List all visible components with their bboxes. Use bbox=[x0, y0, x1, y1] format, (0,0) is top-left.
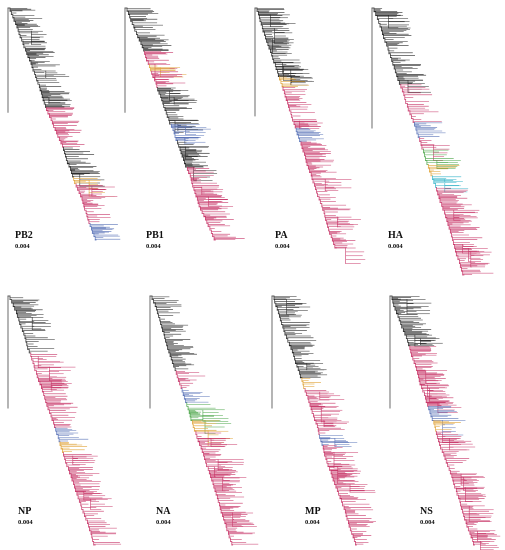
panel-label-ha: HA bbox=[388, 230, 403, 241]
panel-label-np: NP bbox=[18, 506, 32, 517]
scale-label-pb1: 0.004 bbox=[146, 243, 161, 250]
tree-ha bbox=[371, 7, 494, 276]
panel-label-pb2: PB2 bbox=[15, 230, 33, 241]
scale-label-ns: 0.004 bbox=[420, 519, 435, 526]
panel-label-pa: PA bbox=[275, 230, 288, 241]
panel-label-na: NA bbox=[156, 506, 171, 517]
scale-label-pa: 0.004 bbox=[275, 243, 290, 250]
panel-label-pb1: PB1 bbox=[146, 230, 164, 241]
tree-mp bbox=[271, 295, 376, 546]
scale-label-pb2: 0.004 bbox=[15, 243, 30, 250]
panel-label-ns: NS bbox=[420, 506, 433, 517]
scale-label-np: 0.004 bbox=[18, 519, 33, 526]
tree-na bbox=[149, 295, 259, 546]
tree-pb1 bbox=[124, 7, 245, 241]
scale-label-mp: 0.004 bbox=[305, 519, 320, 526]
scale-label-ha: 0.004 bbox=[388, 243, 403, 250]
panel-label-mp: MP bbox=[305, 506, 321, 517]
tree-pb2 bbox=[7, 7, 121, 241]
tree-pa bbox=[254, 7, 366, 264]
tree-np bbox=[7, 295, 122, 546]
tree-ns bbox=[389, 295, 501, 550]
scale-label-na: 0.004 bbox=[156, 519, 171, 526]
